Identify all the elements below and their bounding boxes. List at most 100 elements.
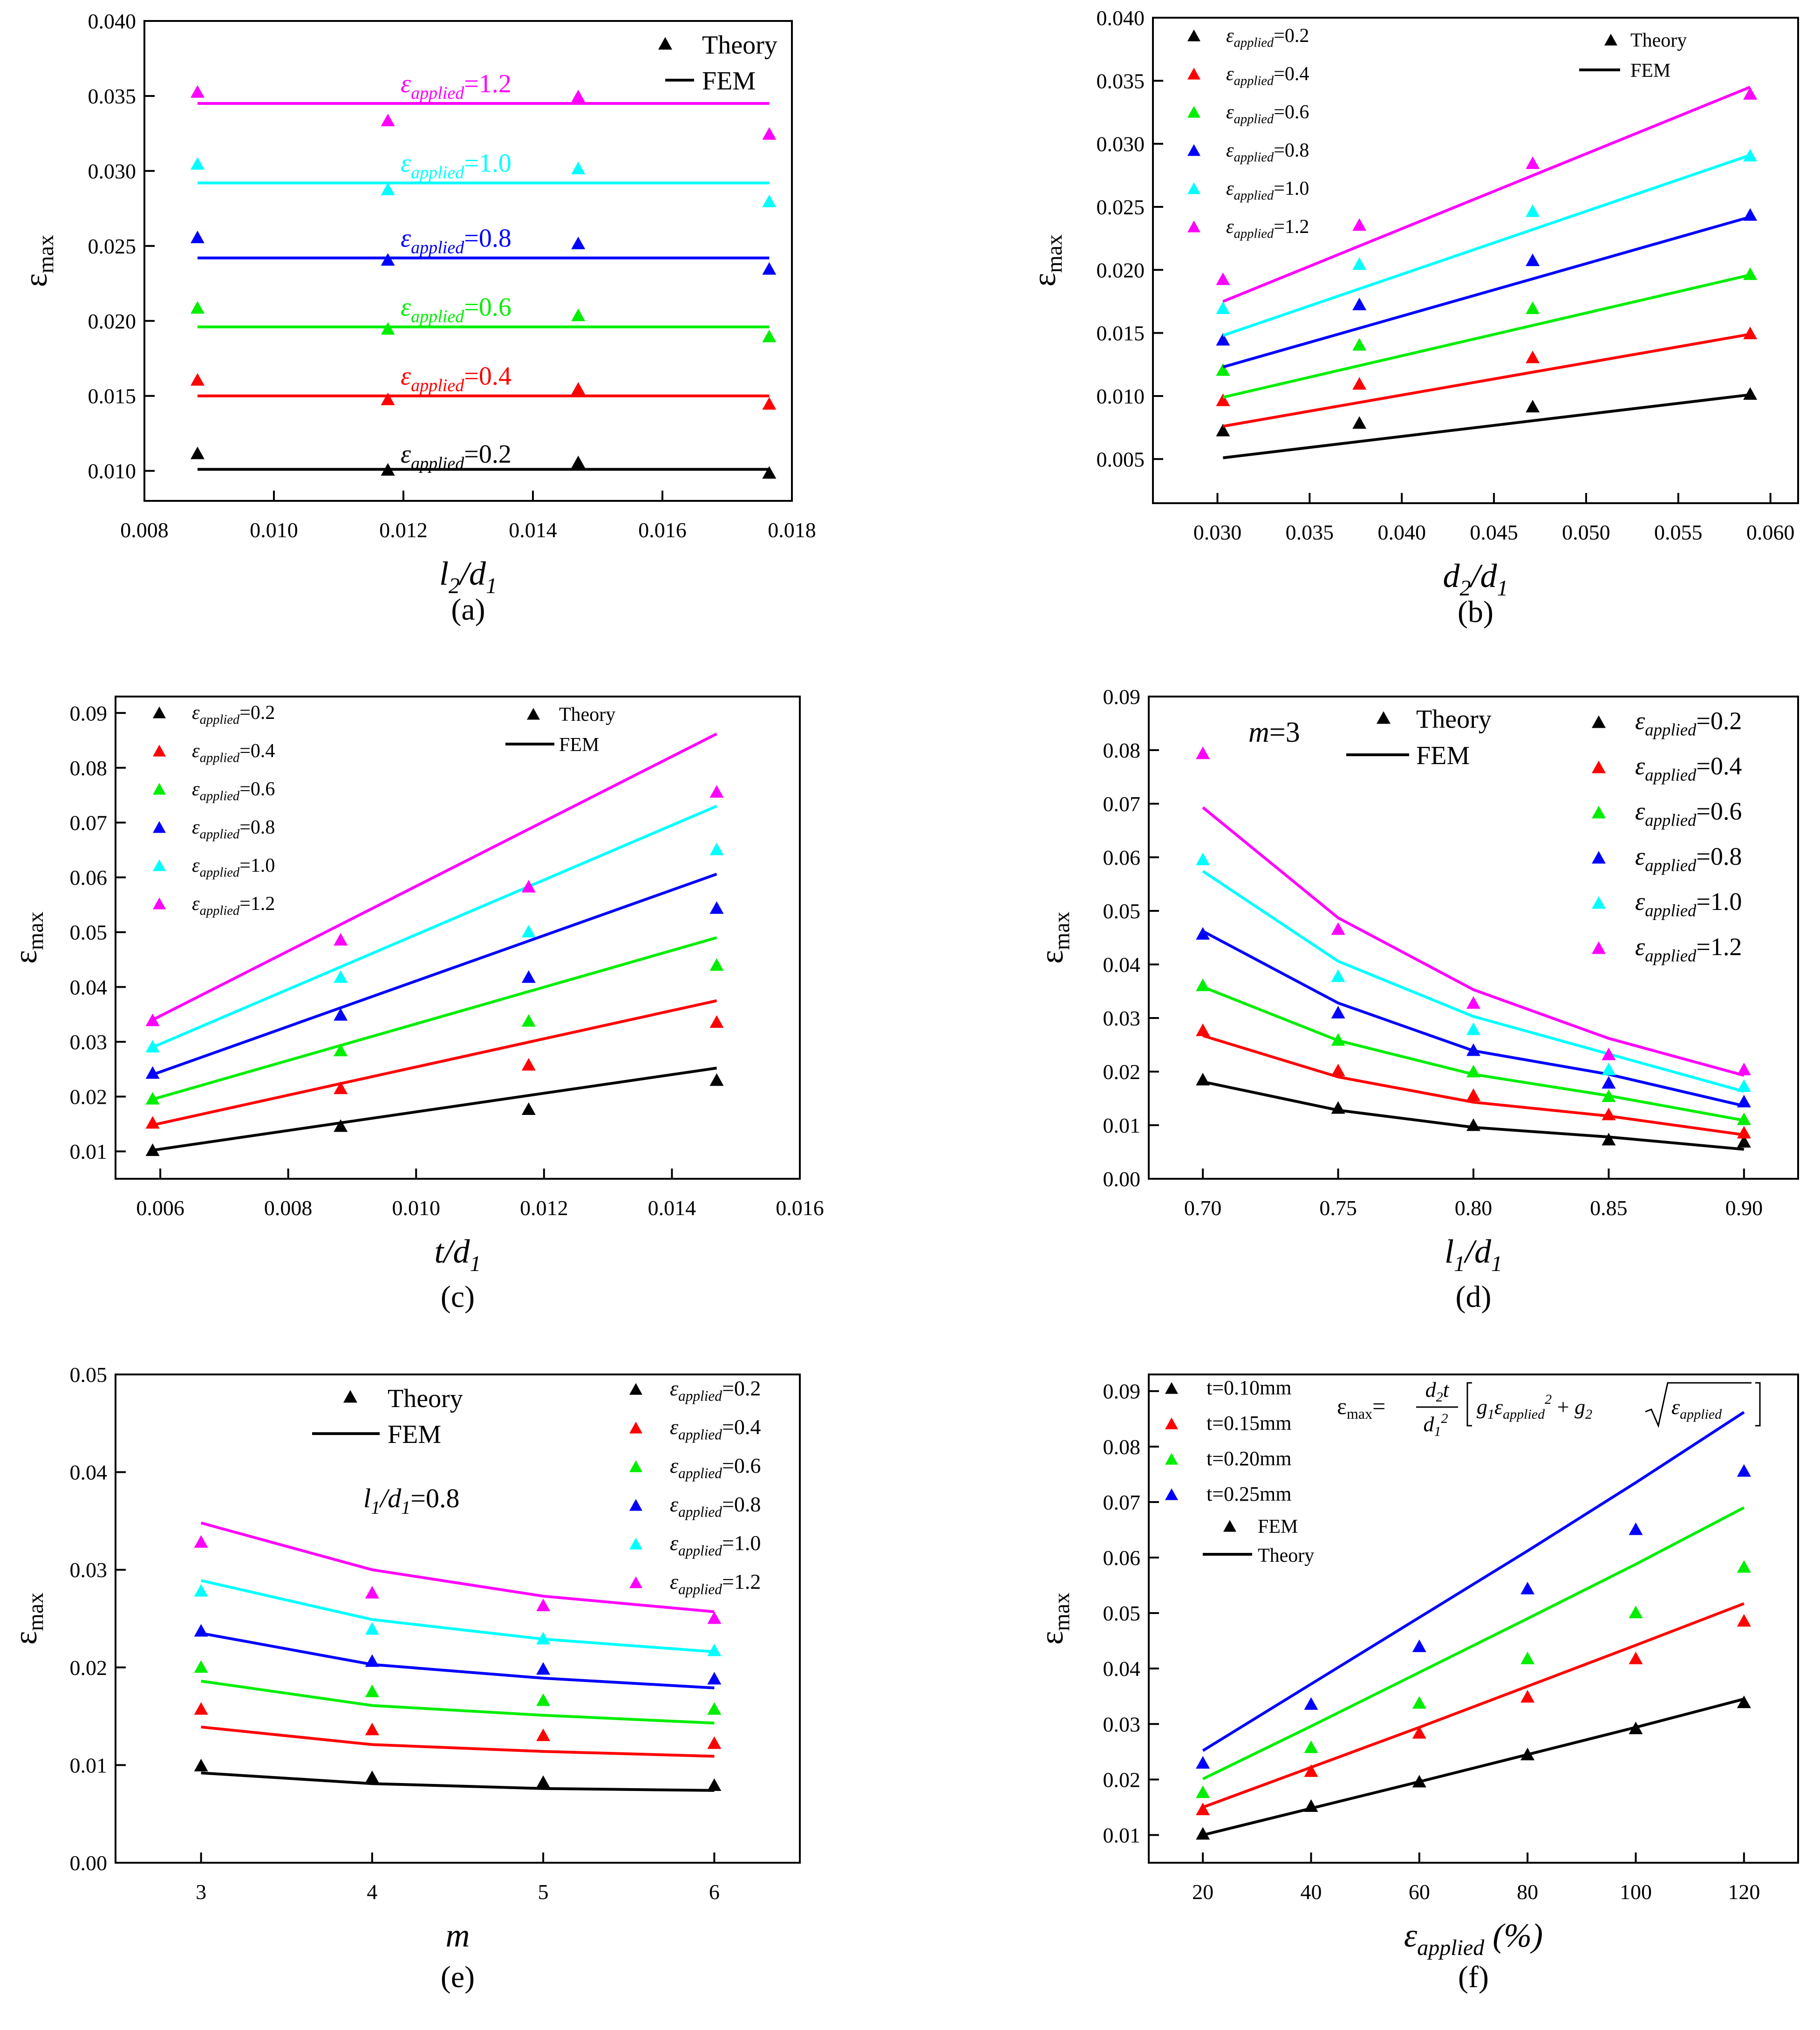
legend-eps-symbol: ε (401, 440, 411, 469)
legend-label: εapplied=0.2 (1226, 25, 1309, 50)
y-tick-label: 0.07 (1103, 792, 1141, 816)
y-tick-label: 0.035 (88, 84, 136, 108)
x-label-mid: (%) (1484, 1917, 1543, 1954)
y-axis-label: εmax (18, 235, 58, 287)
data-point-triangle (709, 958, 724, 971)
legend-value: =0.4 (239, 740, 275, 762)
legend-eps-symbol: ε (192, 740, 200, 762)
legend-value: =0.8 (1696, 842, 1742, 870)
data-point-triangle (381, 392, 395, 405)
legend-value: =1.2 (464, 69, 511, 98)
legend-applied-subscript: applied (1645, 766, 1697, 785)
legend-marker (1165, 1417, 1178, 1429)
data-point-triangle (762, 262, 777, 275)
data-point-triangle (381, 183, 395, 195)
y-tick-label: 0.03 (70, 1558, 108, 1582)
y-tick-label: 0.035 (1097, 69, 1145, 93)
x-tick-label: 0.060 (1746, 520, 1795, 544)
legend-marker (629, 1576, 642, 1588)
legend-value: =0.2 (1274, 25, 1309, 47)
legend-label: t=0.15mm (1207, 1412, 1292, 1435)
x-tick-label: 0.035 (1286, 520, 1334, 544)
data-point-triangle (1331, 922, 1345, 935)
y-tick-label: 0.02 (70, 1656, 108, 1680)
legend-applied-subscript: applied (678, 1543, 722, 1559)
series-annotation: εapplied=1.2 (401, 69, 511, 103)
data-point-triangle (1737, 1464, 1751, 1477)
y-tick-label: 0.03 (70, 1030, 108, 1054)
eq-g2: g (1575, 1395, 1585, 1419)
data-point-triangle (194, 1624, 208, 1637)
data-point-triangle (1466, 1022, 1480, 1035)
x-tick-label: 120 (1728, 1880, 1760, 1904)
chart-panel-b: 0.030 0.035 0.040 0.045 0.050 0.055 0.060 0.005… (1027, 6, 1799, 601)
data-point-triangle (762, 194, 777, 207)
x-tick-label: 100 (1620, 1880, 1652, 1904)
data-point-triangle (1520, 1690, 1535, 1703)
legend-eps-symbol: ε (670, 1415, 679, 1439)
legend-value: =1.0 (1274, 178, 1309, 199)
legend-applied-subscript: applied (411, 454, 464, 473)
eq-g1: g (1477, 1395, 1487, 1419)
y-tick-label: 0.07 (1103, 1490, 1141, 1514)
legend-eps-symbol: ε (1226, 63, 1234, 85)
data-point-triangle (709, 785, 724, 798)
legend-applied-subscript: applied (1645, 901, 1697, 920)
data-point-triangle (521, 880, 536, 893)
chart-panel-e: 3 4 5 60.000.010.020.030.040.05εmaxmTheoryF… (8, 1363, 801, 1954)
legend-applied-subscript: applied (1645, 946, 1697, 965)
data-point-triangle (1466, 1065, 1480, 1078)
data-point-triangle (365, 1770, 379, 1784)
legend-eps-symbol: ε (401, 224, 411, 253)
legend-value: =1.2 (239, 893, 275, 915)
series-line-0.2 (152, 1066, 717, 1152)
data-point-triangle (190, 301, 204, 314)
data-point-triangle (1737, 1135, 1751, 1148)
legend-applied-subscript: applied (1645, 856, 1697, 875)
data-point-triangle (709, 1073, 724, 1086)
data-point-triangle (1737, 1126, 1751, 1139)
y-tick-label: 0.030 (1097, 132, 1145, 156)
data-point-triangle (1216, 272, 1230, 285)
y-tick-label: 0.040 (88, 9, 136, 33)
data-point-triangle (1196, 927, 1210, 940)
data-point-triangle (381, 322, 395, 335)
legend-eps-symbol: ε (1226, 140, 1234, 161)
x-label-main: l (1445, 1233, 1454, 1270)
legend-value: =1.0 (239, 855, 275, 876)
y-label-subscript: max (1042, 234, 1067, 273)
data-point-triangle (571, 161, 586, 174)
plot-frame (115, 696, 801, 1180)
legend-eps-symbol: ε (1635, 752, 1645, 780)
legend-marker (629, 1383, 642, 1395)
series-line-0.2 (201, 1771, 715, 1792)
data-point-triangle (1196, 1827, 1210, 1840)
legend-theory-label: Theory (702, 31, 777, 60)
legend-label: εapplied=1.0 (1635, 888, 1742, 920)
data-point-triangle (365, 1586, 379, 1599)
data-point-triangle (1737, 1560, 1751, 1573)
legend-label: εapplied=0.8 (1635, 842, 1742, 875)
legend-fem-label: FEM (1630, 60, 1670, 82)
legend-marker (1187, 68, 1200, 80)
annotation-symbol: m (1248, 717, 1269, 748)
data-point-triangle (536, 1693, 551, 1706)
panel-label: (c) (441, 1280, 475, 1314)
series-line-0.8 (1222, 215, 1751, 369)
y-tick-label: 0.04 (70, 975, 108, 999)
equation-sqrt-body: εapplied (1671, 1395, 1722, 1422)
x-tick-label: 0.016 (638, 518, 687, 542)
x-tick-label: 0.050 (1562, 520, 1610, 544)
x-tick-label: 0.030 (1193, 520, 1242, 544)
legend-label: εapplied=0.2 (670, 1376, 761, 1404)
data-point-triangle (1602, 1076, 1616, 1089)
series-line-1.2 (1202, 806, 1745, 1077)
legend-label: εapplied=1.0 (670, 1531, 761, 1559)
y-tick-label: 0.08 (70, 756, 108, 780)
legend-marker (1187, 182, 1200, 194)
data-point-triangle (1526, 301, 1540, 314)
legend-label: εapplied=0.8 (1226, 140, 1309, 165)
y-axis-label: εmax (8, 911, 48, 964)
legend-applied-subscript: applied (411, 238, 464, 257)
